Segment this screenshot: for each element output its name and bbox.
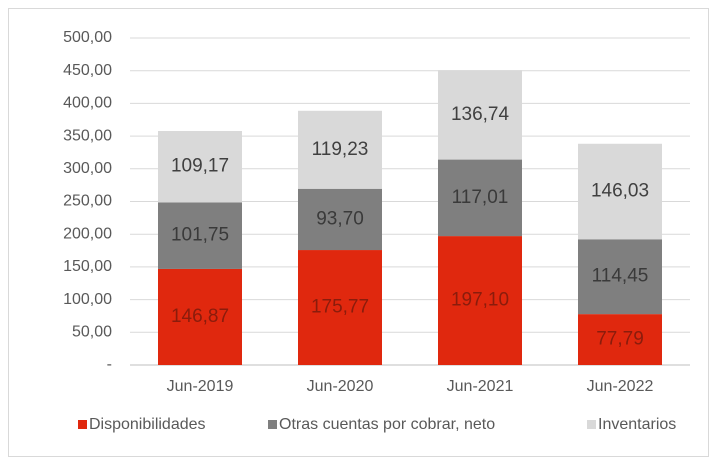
legend-label: Disponibilidades — [89, 416, 206, 433]
legend-swatch — [268, 420, 277, 429]
bar-segment — [298, 188, 382, 251]
y-tick-label: - — [107, 356, 112, 373]
data-label: 119,23 — [312, 139, 369, 160]
x-tick-label: Jun-2021 — [447, 378, 514, 395]
y-tick-label: 450,00 — [63, 62, 112, 79]
bar-segment — [298, 110, 382, 189]
bar-segment — [438, 236, 522, 365]
data-label: 77,79 — [596, 329, 644, 350]
bar-segment — [578, 239, 662, 315]
bar-segment — [578, 314, 662, 365]
y-tick-label: 350,00 — [63, 127, 112, 144]
legend-swatch — [587, 420, 596, 429]
data-label: 109,17 — [171, 156, 229, 177]
y-tick-label: 50,00 — [72, 324, 112, 341]
legend-label: Otras cuentas por cobrar, neto — [279, 416, 495, 433]
bar-segment — [158, 131, 242, 203]
legend-label: Inventarios — [598, 416, 676, 433]
bar-segment — [578, 143, 662, 240]
y-tick-label: 150,00 — [63, 258, 112, 275]
data-label: 146,03 — [591, 181, 649, 202]
y-tick-label: 200,00 — [63, 225, 112, 242]
data-label: 146,87 — [171, 306, 229, 327]
data-label: 175,77 — [311, 297, 369, 318]
y-tick-label: 100,00 — [63, 291, 112, 308]
data-label: 93,70 — [316, 208, 364, 229]
data-label: 117,01 — [452, 187, 509, 208]
y-tick-label: 500,00 — [63, 29, 112, 46]
data-label: 101,75 — [171, 225, 229, 246]
bar-segment — [438, 70, 522, 160]
x-tick-label: Jun-2020 — [307, 378, 374, 395]
x-tick-label: Jun-2019 — [167, 378, 234, 395]
y-tick-label: 300,00 — [63, 160, 112, 177]
bar-segment — [158, 268, 242, 365]
y-tick-label: 400,00 — [63, 95, 112, 112]
legend-swatch — [78, 420, 87, 429]
data-label: 136,74 — [451, 104, 510, 125]
y-tick-label: 250,00 — [63, 193, 112, 210]
data-label: 197,10 — [451, 290, 509, 311]
x-tick-label: Jun-2022 — [587, 378, 654, 395]
bar-segment — [438, 159, 522, 237]
bar-segment — [158, 202, 242, 269]
data-label: 114,45 — [592, 266, 649, 287]
bar-segment — [298, 250, 382, 365]
